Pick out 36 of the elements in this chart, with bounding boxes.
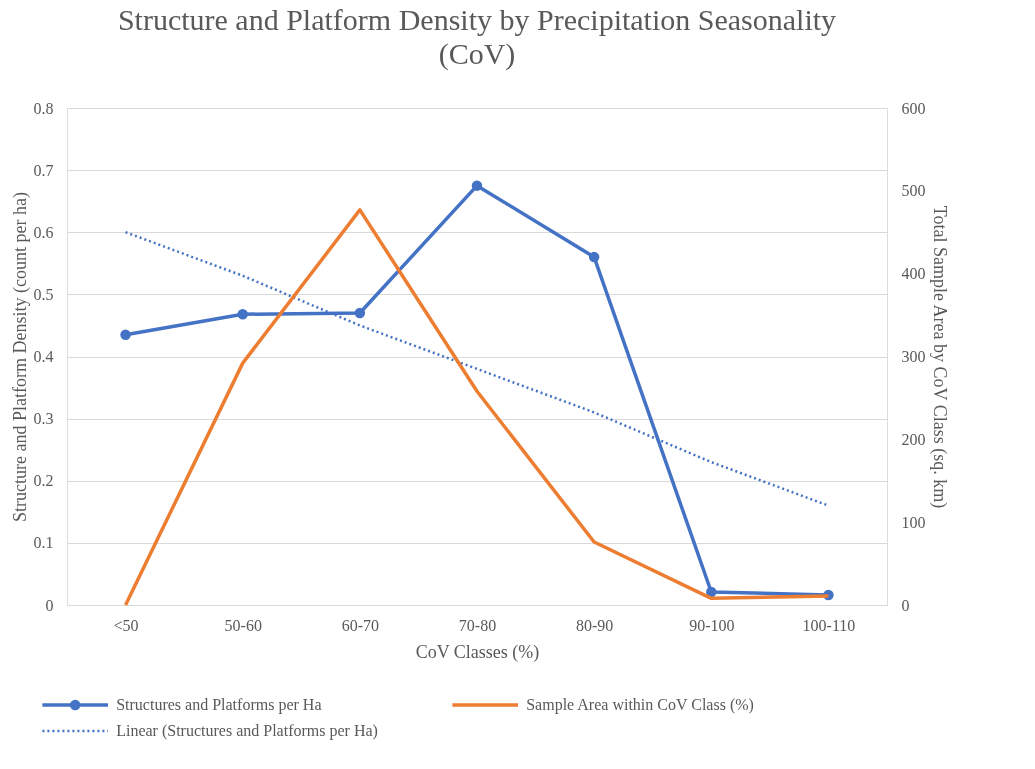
y-axis-title: Structure and Platform Density (count per ha) bbox=[9, 192, 31, 522]
legend-label: Sample Area within CoV Class (%) bbox=[526, 696, 754, 714]
y-tick-label: 0.6 bbox=[33, 223, 54, 241]
y-tick-label: 0.3 bbox=[33, 410, 54, 428]
y-tick-label: 0.2 bbox=[33, 472, 54, 490]
y2-tick-label: 300 bbox=[901, 348, 926, 365]
point bbox=[471, 180, 483, 191]
y-tick-label: 0.4 bbox=[33, 348, 54, 365]
point bbox=[706, 586, 717, 598]
x-tick-label: <50 bbox=[113, 616, 139, 634]
y-tick-label: 0.1 bbox=[33, 534, 54, 552]
y2-axis-title: Total Sample Area by CoV Class (sq. km) bbox=[928, 205, 950, 509]
legend-label: Linear (Structures and Platforms per Ha) bbox=[116, 722, 378, 740]
x-tick-label: 100-110 bbox=[802, 616, 856, 634]
point bbox=[237, 309, 248, 320]
y2-tick-label: 400 bbox=[901, 265, 926, 283]
x-tick-label: 50-60 bbox=[224, 616, 262, 634]
y2-tick-label: 200 bbox=[901, 430, 926, 448]
x-tick-label: 90-100 bbox=[689, 616, 735, 634]
x-tick-label: 70-80 bbox=[458, 616, 497, 634]
point bbox=[354, 307, 366, 319]
y2-tick-label: 600 bbox=[901, 99, 926, 117]
y-tick-label: 0.5 bbox=[33, 285, 54, 303]
y-tick-label: 0.8 bbox=[33, 99, 54, 117]
legend-label: Structures and Platforms per Ha bbox=[116, 696, 322, 714]
x-tick-label: 60-70 bbox=[341, 616, 380, 634]
y2-tick-label: 0 bbox=[901, 596, 910, 614]
y2-tick-label: 500 bbox=[901, 182, 926, 200]
y-tick-label: 0 bbox=[45, 596, 54, 614]
x-axis-title: CoV Classes (%) bbox=[415, 641, 540, 663]
point bbox=[588, 251, 600, 263]
y-tick-label: 0.7 bbox=[33, 161, 54, 179]
x-tick-label: 80-90 bbox=[575, 616, 614, 634]
chart-title: Structure and Platform Density by Precipitation Seasonality (CoV) bbox=[117, 3, 837, 71]
point bbox=[120, 329, 131, 340]
y2-tick-label: 100 bbox=[901, 513, 926, 531]
